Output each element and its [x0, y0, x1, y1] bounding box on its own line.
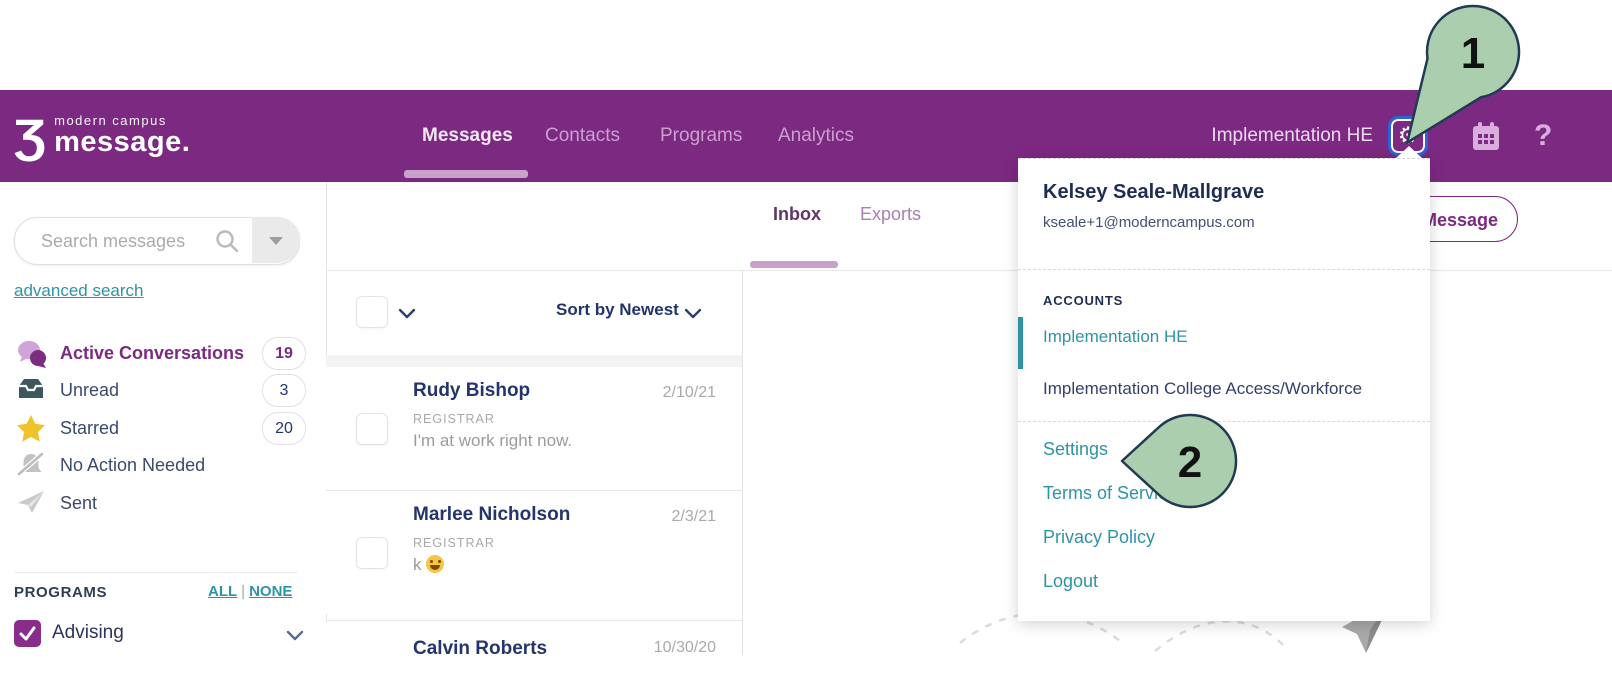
brand-logo[interactable]: Ʒ modern campus message.: [13, 90, 191, 182]
advanced-search-link[interactable]: advanced search: [14, 281, 144, 300]
select-none-link[interactable]: NONE: [249, 583, 293, 600]
accounts-section-title: ACCOUNTS: [1043, 293, 1124, 308]
filter-label: Active Conversations: [60, 343, 245, 363]
nav-tab-messages[interactable]: Messages: [422, 125, 513, 146]
menu-item-privacy-policy[interactable]: Privacy Policy: [1043, 527, 1156, 547]
menu-divider: [1018, 421, 1430, 423]
content-top-divider: [326, 270, 1612, 271]
filter-starred[interactable]: Starred 20: [0, 412, 320, 446]
message-checkbox[interactable]: [356, 413, 388, 445]
brand-tagline: modern campus: [54, 113, 167, 128]
count-badge: 3: [262, 374, 306, 407]
search-options-dropdown[interactable]: [252, 217, 300, 263]
program-advising-label[interactable]: Advising: [52, 622, 124, 643]
message-row[interactable]: Calvin Roberts 10/30/20: [326, 622, 742, 655]
select-menu-chevron-icon[interactable]: [398, 306, 416, 324]
sender-role: REGISTRAR: [413, 536, 495, 550]
filter-label: Unread: [60, 380, 120, 400]
list-header-gap: [326, 355, 742, 367]
message-preview: k: [413, 555, 444, 575]
programs-title: PROGRAMS: [14, 584, 108, 601]
search-icon[interactable]: [215, 229, 241, 260]
user-name: Kelsey Seale-Mallgrave: [1043, 181, 1265, 203]
sender-name: Rudy Bishop: [413, 380, 531, 401]
list-pane-divider: [742, 270, 743, 655]
filter-unread[interactable]: Unread 3: [0, 374, 320, 408]
message-preview: I'm at work right now.: [413, 431, 573, 450]
sender-name: Marlee Nicholson: [413, 504, 571, 525]
menu-account-implementation-he[interactable]: Implementation HE: [1043, 327, 1188, 346]
row-divider: [326, 490, 742, 491]
brand-name: message.: [54, 126, 191, 158]
bell-slash-icon: [16, 451, 48, 481]
grinning-face-emoji: [425, 555, 444, 573]
menu-account-college-access-workforce[interactable]: Implementation College Access/Workforce: [1043, 379, 1363, 398]
star-icon: [16, 414, 48, 444]
select-all-checkbox[interactable]: [356, 296, 388, 328]
nav-tab-analytics[interactable]: Analytics: [778, 125, 855, 146]
caret-down-icon: [269, 237, 283, 245]
message-date: 10/30/20: [653, 639, 716, 655]
message-row[interactable]: Marlee Nicholson 2/3/21 REGISTRAR k: [326, 491, 742, 614]
callout-number: 1: [1461, 29, 1485, 78]
message-checkbox[interactable]: [356, 537, 388, 569]
message-row[interactable]: Rudy Bishop 2/10/21 REGISTRAR I'm at wor…: [326, 367, 742, 490]
program-advising-checkbox[interactable]: [14, 620, 41, 647]
nav-tab-contacts[interactable]: Contacts: [545, 125, 620, 146]
inbox-tray-icon: [16, 376, 48, 406]
active-account-indicator: [1018, 317, 1023, 369]
row-divider: [326, 620, 742, 621]
tab-active-underline: [750, 261, 838, 268]
settings-dropdown-menu: Kelsey Seale-Mallgrave kseale+1@modernca…: [1018, 158, 1430, 621]
filter-sent[interactable]: Sent: [0, 489, 320, 521]
sort-dropdown[interactable]: Sort by Newest: [556, 300, 679, 319]
menu-item-terms-of-service[interactable]: Terms of Service: [1043, 483, 1178, 503]
nav-active-underline: [404, 170, 528, 178]
filter-active-conversations[interactable]: Active Conversations 19: [0, 337, 320, 371]
nav-tab-programs[interactable]: Programs: [660, 125, 743, 146]
brand-mark-icon: Ʒ: [13, 110, 47, 162]
menu-item-settings[interactable]: Settings: [1043, 439, 1109, 459]
filter-label: No Action Needed: [60, 455, 206, 475]
help-icon[interactable]: ?: [1534, 119, 1553, 152]
message-date: 2/10/21: [662, 384, 716, 401]
count-badge: 19: [262, 337, 306, 370]
current-account-label[interactable]: Implementation HE: [1211, 125, 1373, 146]
user-email: kseale+1@moderncampus.com: [1043, 214, 1255, 231]
count-badge: 20: [262, 412, 306, 445]
filter-no-action-needed[interactable]: No Action Needed: [0, 451, 320, 483]
message-date: 2/3/21: [671, 508, 716, 525]
search-input[interactable]: [39, 224, 203, 258]
filter-label: Starred: [60, 418, 120, 438]
chevron-down-icon[interactable]: [286, 628, 304, 646]
menu-item-logout[interactable]: Logout: [1043, 571, 1099, 591]
tab-inbox[interactable]: Inbox: [773, 204, 821, 224]
sender-name: Calvin Roberts: [413, 638, 548, 655]
app-viewport: Ʒ modern campus message. Messages Contac…: [0, 4, 1612, 655]
menu-divider: [1018, 269, 1430, 271]
programs-divider: [14, 572, 298, 573]
calendar-icon[interactable]: [1470, 120, 1502, 157]
paper-plane-icon: [16, 489, 48, 519]
search-bar: [14, 217, 300, 265]
select-all-link[interactable]: ALL: [208, 583, 238, 600]
sender-role: REGISTRAR: [413, 412, 495, 426]
chat-bubbles-icon: [16, 339, 48, 369]
tab-exports[interactable]: Exports: [860, 204, 922, 224]
link-separator: |: [241, 583, 246, 600]
filter-label: Sent: [60, 493, 98, 513]
programs-select-links: ALL | NONE: [208, 583, 292, 600]
dropdown-arrow: [1396, 146, 1422, 158]
sort-chevron-icon[interactable]: [684, 306, 702, 324]
